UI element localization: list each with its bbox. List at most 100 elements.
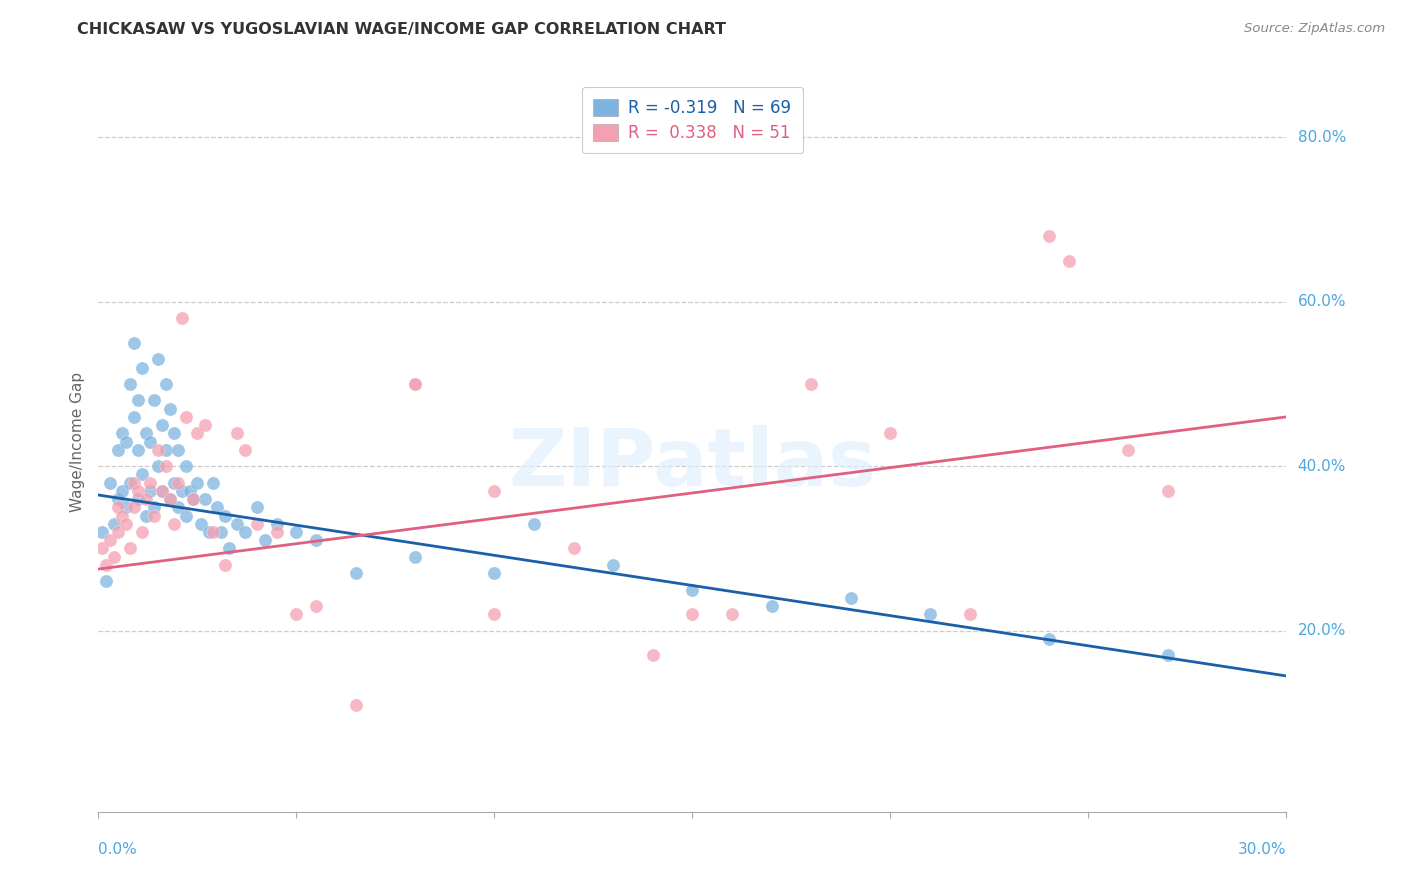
Point — [344, 698, 367, 712]
Point — [202, 524, 225, 539]
Point — [285, 607, 308, 622]
Point — [404, 376, 426, 391]
Point — [190, 516, 212, 531]
Point — [111, 483, 134, 498]
Point — [253, 533, 276, 548]
Point — [839, 591, 862, 605]
Point — [404, 376, 426, 391]
Point — [233, 442, 256, 457]
Point — [150, 483, 173, 498]
Point — [879, 426, 901, 441]
Point — [179, 483, 201, 498]
Point — [122, 475, 145, 490]
Point — [146, 352, 169, 367]
Point — [139, 483, 162, 498]
Point — [159, 401, 181, 416]
Point — [226, 426, 249, 441]
Point — [214, 508, 236, 523]
Point — [96, 558, 118, 572]
Point — [484, 566, 506, 581]
Point — [120, 541, 142, 556]
Text: CHICKASAW VS YUGOSLAVIAN WAGE/INCOME GAP CORRELATION CHART: CHICKASAW VS YUGOSLAVIAN WAGE/INCOME GAP… — [77, 22, 727, 37]
Point — [959, 607, 981, 622]
Point — [163, 426, 186, 441]
Point — [127, 483, 149, 498]
Point — [96, 574, 118, 589]
Text: 60.0%: 60.0% — [1298, 294, 1346, 310]
Point — [146, 459, 169, 474]
Point — [186, 426, 208, 441]
Point — [205, 500, 228, 515]
Point — [404, 549, 426, 564]
Point — [305, 533, 328, 548]
Point — [1038, 228, 1060, 243]
Point — [115, 434, 138, 449]
Point — [122, 335, 145, 350]
Point — [139, 434, 162, 449]
Point — [761, 599, 783, 613]
Point — [127, 492, 149, 507]
Point — [214, 558, 236, 572]
Text: 40.0%: 40.0% — [1298, 458, 1346, 474]
Point — [285, 524, 308, 539]
Point — [641, 648, 664, 663]
Point — [122, 500, 145, 515]
Point — [1116, 442, 1139, 457]
Point — [103, 516, 125, 531]
Y-axis label: Wage/Income Gap: Wage/Income Gap — [69, 371, 84, 512]
Point — [166, 475, 188, 490]
Point — [800, 376, 823, 391]
Point — [1057, 253, 1080, 268]
Point — [246, 500, 269, 515]
Point — [484, 607, 506, 622]
Point — [107, 492, 129, 507]
Text: Source: ZipAtlas.com: Source: ZipAtlas.com — [1244, 22, 1385, 36]
Point — [186, 475, 208, 490]
Point — [115, 500, 138, 515]
Point — [115, 516, 138, 531]
Point — [107, 524, 129, 539]
Point — [721, 607, 744, 622]
Point — [155, 459, 177, 474]
Point — [127, 442, 149, 457]
Point — [218, 541, 240, 556]
Point — [111, 426, 134, 441]
Point — [198, 524, 221, 539]
Point — [166, 500, 188, 515]
Point — [111, 508, 134, 523]
Point — [127, 393, 149, 408]
Point — [266, 516, 288, 531]
Point — [91, 524, 114, 539]
Point — [107, 500, 129, 515]
Point — [209, 524, 232, 539]
Point — [174, 459, 197, 474]
Text: 30.0%: 30.0% — [1239, 842, 1286, 857]
Point — [183, 492, 205, 507]
Point — [194, 492, 217, 507]
Point — [163, 475, 186, 490]
Text: ZIPatlas: ZIPatlas — [509, 425, 876, 503]
Point — [233, 524, 256, 539]
Point — [122, 409, 145, 424]
Point — [159, 492, 181, 507]
Point — [98, 475, 121, 490]
Point — [920, 607, 942, 622]
Legend: R = -0.319   N = 69, R =  0.338   N = 51: R = -0.319 N = 69, R = 0.338 N = 51 — [582, 87, 803, 153]
Point — [142, 508, 165, 523]
Point — [562, 541, 585, 556]
Point — [107, 442, 129, 457]
Point — [226, 516, 249, 531]
Point — [135, 492, 157, 507]
Point — [202, 475, 225, 490]
Point — [98, 533, 121, 548]
Point — [305, 599, 328, 613]
Point — [344, 566, 367, 581]
Point — [146, 442, 169, 457]
Point — [155, 376, 177, 391]
Point — [120, 376, 142, 391]
Point — [170, 483, 193, 498]
Point — [246, 516, 269, 531]
Point — [1156, 648, 1178, 663]
Point — [602, 558, 624, 572]
Point — [183, 492, 205, 507]
